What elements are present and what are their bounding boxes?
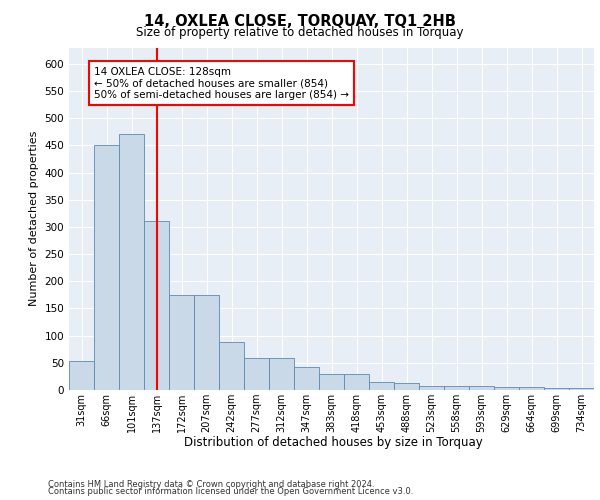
Bar bbox=[144, 222, 169, 390]
Bar bbox=[269, 358, 294, 390]
Bar bbox=[194, 295, 219, 390]
Bar bbox=[369, 382, 394, 390]
Y-axis label: Number of detached properties: Number of detached properties bbox=[29, 131, 39, 306]
Bar bbox=[319, 374, 344, 390]
Bar bbox=[294, 366, 319, 390]
Bar bbox=[244, 358, 269, 390]
Bar bbox=[69, 361, 94, 390]
Bar bbox=[344, 374, 369, 390]
Bar bbox=[469, 386, 494, 390]
Bar bbox=[119, 134, 144, 390]
Text: Size of property relative to detached houses in Torquay: Size of property relative to detached ho… bbox=[136, 26, 464, 39]
Bar bbox=[219, 342, 244, 390]
Text: 14, OXLEA CLOSE, TORQUAY, TQ1 2HB: 14, OXLEA CLOSE, TORQUAY, TQ1 2HB bbox=[144, 14, 456, 29]
Bar bbox=[494, 386, 519, 390]
Bar bbox=[444, 386, 469, 390]
Text: Distribution of detached houses by size in Torquay: Distribution of detached houses by size … bbox=[184, 436, 482, 449]
Text: Contains HM Land Registry data © Crown copyright and database right 2024.: Contains HM Land Registry data © Crown c… bbox=[48, 480, 374, 489]
Text: 14 OXLEA CLOSE: 128sqm
← 50% of detached houses are smaller (854)
50% of semi-de: 14 OXLEA CLOSE: 128sqm ← 50% of detached… bbox=[94, 66, 349, 100]
Bar bbox=[94, 146, 119, 390]
Bar bbox=[544, 388, 569, 390]
Bar bbox=[519, 386, 544, 390]
Bar bbox=[419, 386, 444, 390]
Text: Contains public sector information licensed under the Open Government Licence v3: Contains public sector information licen… bbox=[48, 487, 413, 496]
Bar bbox=[394, 384, 419, 390]
Bar bbox=[569, 388, 594, 390]
Bar bbox=[169, 295, 194, 390]
